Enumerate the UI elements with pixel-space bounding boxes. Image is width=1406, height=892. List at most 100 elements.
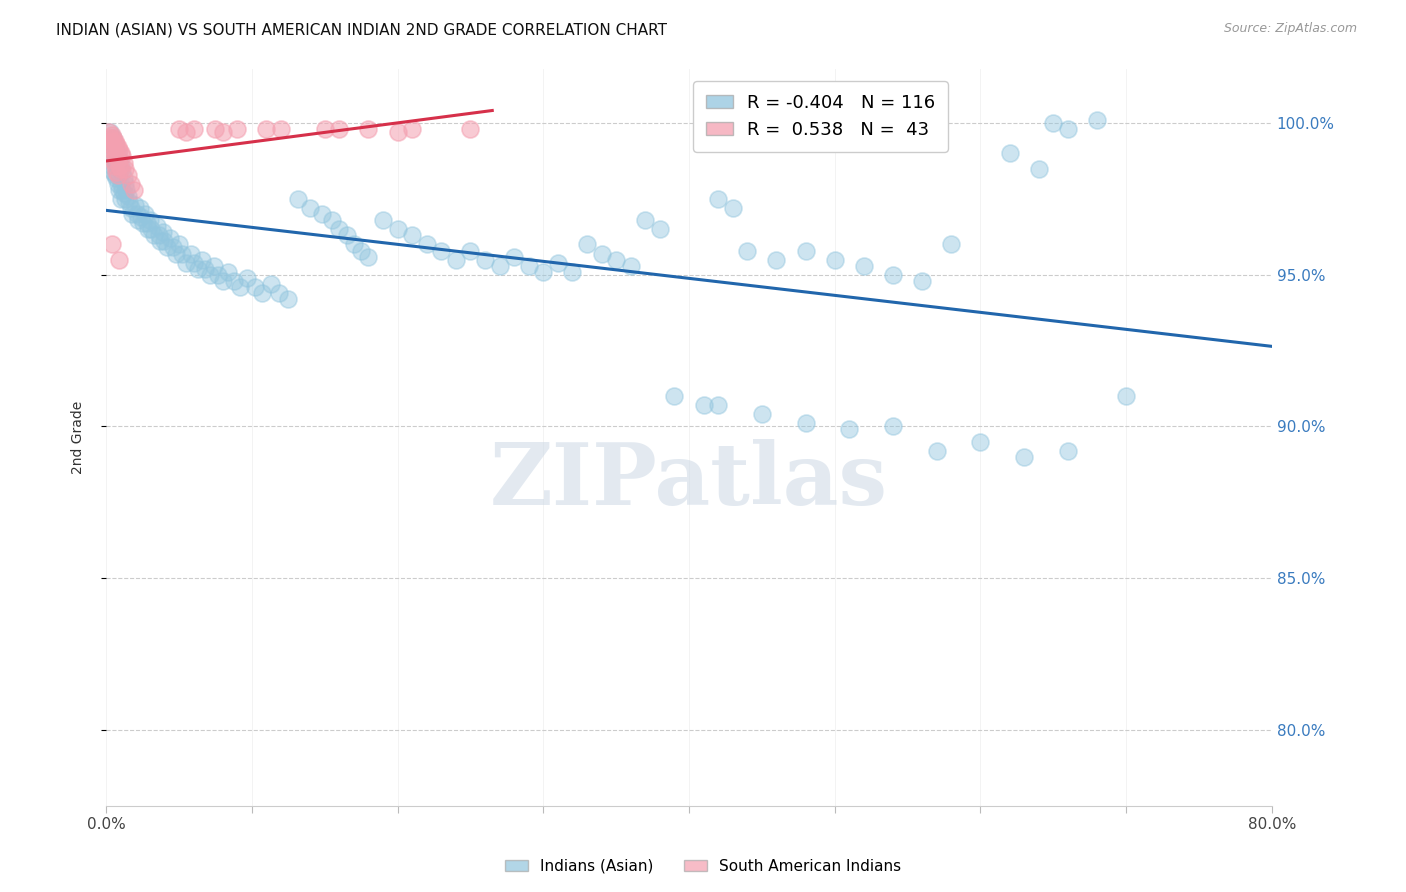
- Point: [170, 246, 193, 260]
- Point: [287, 192, 309, 206]
- Point: [103, 140, 125, 154]
- Point: [112, 170, 135, 185]
- Point: [120, 177, 142, 191]
- Point: [824, 252, 846, 267]
- Point: [751, 407, 773, 421]
- Point: [794, 244, 817, 258]
- Point: [110, 177, 132, 191]
- Point: [108, 183, 131, 197]
- Point: [174, 125, 197, 139]
- Point: [111, 183, 134, 197]
- Point: [108, 144, 131, 158]
- Point: [112, 186, 135, 200]
- Point: [112, 155, 135, 169]
- Point: [117, 189, 139, 203]
- Point: [111, 164, 134, 178]
- Point: [104, 153, 127, 167]
- Point: [183, 255, 205, 269]
- Point: [103, 131, 125, 145]
- Point: [605, 252, 627, 267]
- Point: [1012, 450, 1035, 464]
- Point: [105, 137, 128, 152]
- Point: [139, 213, 162, 227]
- Point: [125, 207, 148, 221]
- Point: [107, 161, 129, 176]
- Point: [103, 146, 125, 161]
- Point: [260, 277, 283, 291]
- Point: [401, 228, 423, 243]
- Point: [108, 159, 131, 173]
- Point: [503, 250, 526, 264]
- Point: [620, 259, 643, 273]
- Point: [110, 146, 132, 161]
- Point: [270, 122, 292, 136]
- Point: [103, 131, 125, 145]
- Point: [117, 168, 139, 182]
- Point: [243, 280, 266, 294]
- Point: [121, 207, 143, 221]
- Point: [194, 261, 217, 276]
- Point: [107, 177, 129, 191]
- Point: [124, 198, 146, 212]
- Point: [387, 125, 409, 139]
- Point: [202, 259, 225, 273]
- Point: [343, 237, 366, 252]
- Point: [226, 122, 249, 136]
- Point: [101, 128, 124, 143]
- Point: [127, 213, 149, 227]
- Point: [104, 159, 127, 173]
- Point: [269, 285, 291, 300]
- Point: [335, 228, 357, 243]
- Point: [153, 235, 176, 249]
- Point: [152, 225, 174, 239]
- Point: [108, 153, 131, 167]
- Y-axis label: 2nd Grade: 2nd Grade: [72, 401, 86, 474]
- Point: [167, 122, 190, 136]
- Point: [925, 443, 948, 458]
- Point: [218, 265, 240, 279]
- Point: [107, 146, 129, 161]
- Point: [460, 122, 482, 136]
- Point: [143, 228, 166, 243]
- Point: [103, 164, 125, 178]
- Point: [350, 244, 373, 258]
- Point: [735, 244, 758, 258]
- Point: [183, 122, 205, 136]
- Point: [180, 246, 202, 260]
- Text: Source: ZipAtlas.com: Source: ZipAtlas.com: [1223, 22, 1357, 36]
- Point: [165, 246, 187, 260]
- Point: [135, 216, 157, 230]
- Point: [103, 153, 125, 167]
- Point: [444, 252, 467, 267]
- Point: [134, 207, 156, 221]
- Point: [101, 159, 124, 173]
- Point: [114, 192, 136, 206]
- Point: [547, 255, 569, 269]
- Point: [401, 122, 423, 136]
- Point: [162, 240, 184, 254]
- Point: [138, 222, 160, 236]
- Point: [707, 192, 730, 206]
- Point: [105, 155, 128, 169]
- Point: [224, 274, 246, 288]
- Point: [328, 122, 350, 136]
- Point: [707, 398, 730, 412]
- Point: [634, 213, 657, 227]
- Point: [1115, 389, 1137, 403]
- Text: INDIAN (ASIAN) VS SOUTH AMERICAN INDIAN 2ND GRADE CORRELATION CHART: INDIAN (ASIAN) VS SOUTH AMERICAN INDIAN …: [56, 22, 668, 37]
- Point: [1042, 116, 1064, 130]
- Point: [591, 246, 613, 260]
- Point: [575, 237, 598, 252]
- Point: [114, 161, 136, 176]
- Point: [998, 146, 1021, 161]
- Point: [111, 149, 134, 163]
- Point: [311, 207, 333, 221]
- Point: [118, 194, 141, 209]
- Point: [211, 274, 233, 288]
- Point: [430, 244, 453, 258]
- Point: [254, 122, 277, 136]
- Point: [1057, 122, 1080, 136]
- Point: [101, 140, 124, 154]
- Point: [148, 228, 170, 243]
- Point: [488, 259, 510, 273]
